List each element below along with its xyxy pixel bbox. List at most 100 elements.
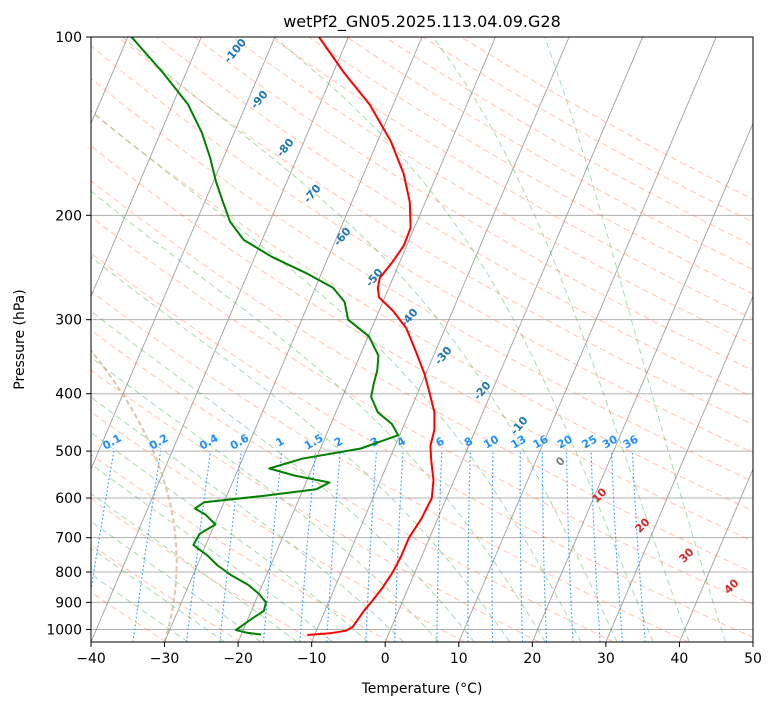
moist-adiabat-line bbox=[91, 256, 511, 642]
isotherm-gridlines bbox=[91, 37, 753, 642]
dry-adiabat-label: -60 bbox=[331, 225, 354, 249]
isotherm-line bbox=[679, 467, 753, 642]
x-tick-label: 0 bbox=[381, 651, 390, 667]
y-tick-label: 100 bbox=[55, 30, 82, 46]
mixing-ratio-line bbox=[186, 451, 212, 642]
moist-adiabat-line bbox=[91, 493, 298, 642]
dry-adiabat-line bbox=[91, 498, 316, 642]
isobar-gridlines bbox=[91, 37, 753, 630]
mixing-ratio-label: 36 bbox=[621, 432, 641, 451]
x-tick-label: 10 bbox=[450, 651, 468, 667]
dry-adiabat-line bbox=[91, 145, 753, 542]
dry-adiabat-line bbox=[307, 37, 753, 295]
mixing-ratio-label: 6 bbox=[434, 434, 447, 449]
chart-title: wetPf2_GN05.2025.113.04.09.G28 bbox=[283, 12, 561, 32]
y-tick-label: 1000 bbox=[46, 622, 82, 638]
mixing-ratio-line bbox=[394, 451, 404, 642]
y-tick-label: 200 bbox=[55, 208, 82, 224]
moist-adiabat-line bbox=[91, 431, 369, 642]
mixing-ratio-line bbox=[326, 451, 341, 642]
mixing-ratio-line bbox=[132, 451, 162, 642]
mixing-ratio-label: 0.2 bbox=[147, 432, 170, 453]
mixing-ratio-label: 13 bbox=[509, 433, 529, 452]
moist-adiabat-line bbox=[122, 37, 618, 642]
moist-adiabat-line bbox=[91, 110, 582, 642]
isotherm-line bbox=[752, 640, 753, 642]
mixing-ratio-label: 16 bbox=[531, 432, 551, 451]
y-tick-label: 900 bbox=[55, 595, 82, 611]
plot-area: -100-90-80-70-60-50-40-30-20-100.1 0.2 0.4… bbox=[91, 36, 753, 642]
x-tick-label: 40 bbox=[671, 651, 689, 667]
y-tick-label: 300 bbox=[55, 313, 82, 329]
mixing-ratio-label: 30 bbox=[600, 432, 620, 451]
x-tick-label: −20 bbox=[223, 651, 253, 667]
y-tick-label: 700 bbox=[55, 531, 82, 547]
x-tick-label: 30 bbox=[597, 651, 615, 667]
moist-adiabat-line bbox=[432, 37, 690, 642]
y-tick-label: 800 bbox=[55, 565, 82, 581]
isotherm-line bbox=[384, 37, 644, 642]
isotherm-line bbox=[91, 37, 276, 471]
mixing-ratio-lines bbox=[91, 451, 646, 642]
x-tick-label: −10 bbox=[297, 651, 327, 667]
moist-adiabat-line bbox=[91, 310, 475, 642]
dry-adiabat-label: -100 bbox=[221, 36, 249, 66]
y-axis: 100 200 300 400 500 600 700 800 900 1000 bbox=[46, 30, 91, 638]
mixing-ratio-label: 0.6 bbox=[228, 431, 252, 452]
mixing-ratio-label: 10 bbox=[481, 432, 501, 451]
y-tick-label: 500 bbox=[55, 444, 82, 460]
mixing-ratio-label: 2 bbox=[332, 435, 345, 450]
mixing-ratio-label: 1 bbox=[274, 435, 287, 450]
moist-adiabat-line bbox=[91, 190, 546, 642]
temperature-profile-line bbox=[307, 37, 436, 636]
x-axis-title: Temperature (°C) bbox=[361, 681, 483, 697]
x-tick-label: −30 bbox=[150, 651, 180, 667]
moist-adiabat-line bbox=[91, 463, 334, 642]
reference-arc bbox=[91, 349, 178, 642]
dry-adiabat-line bbox=[91, 179, 753, 574]
dry-adiabat-line bbox=[269, 37, 753, 320]
mixing-ratio-label: 0.1 bbox=[100, 432, 123, 453]
dry-adiabat-line bbox=[91, 290, 689, 642]
moist-adiabat-label: 0 bbox=[553, 454, 568, 469]
dry-adiabat-line bbox=[155, 37, 753, 398]
dry-adiabat-line bbox=[193, 37, 753, 372]
mixing-ratio-line bbox=[631, 451, 646, 642]
dry-adiabat-label: -30 bbox=[432, 344, 455, 368]
moist-adiabat-label: 30 bbox=[677, 545, 697, 565]
dry-adiabats bbox=[91, 37, 753, 642]
y-tick-label: 400 bbox=[55, 387, 82, 403]
dry-adiabat-label: -70 bbox=[301, 182, 324, 206]
mixing-ratio-line bbox=[467, 451, 471, 642]
isotherm-line bbox=[91, 37, 349, 642]
dry-adiabat-line bbox=[231, 37, 753, 345]
mixing-ratio-line bbox=[91, 451, 115, 594]
sounding-profiles bbox=[130, 37, 436, 636]
dry-adiabat-line bbox=[383, 37, 753, 247]
isotherm-line bbox=[237, 37, 496, 642]
reference-curve bbox=[91, 349, 178, 642]
moist-adiabat-line bbox=[273, 37, 654, 642]
mixing-ratio-line bbox=[299, 451, 317, 642]
mixing-ratio-line bbox=[590, 451, 601, 642]
moist-adiabat-label: 40 bbox=[722, 576, 742, 596]
isotherm-line bbox=[605, 295, 753, 642]
mixing-ratio-line bbox=[219, 451, 242, 642]
moist-adiabat-line bbox=[91, 396, 404, 642]
mixing-ratio-label: 25 bbox=[580, 433, 600, 452]
x-tick-label: −40 bbox=[76, 651, 106, 667]
moist-adiabats bbox=[91, 37, 727, 642]
moist-adiabat-line bbox=[91, 573, 189, 642]
mixing-ratio-line bbox=[519, 451, 524, 642]
dry-adiabat-line bbox=[91, 77, 753, 482]
dry-adiabat-label: -40 bbox=[398, 306, 421, 330]
moist-adiabat-line bbox=[91, 356, 440, 642]
dry-adiabat-line bbox=[91, 111, 753, 512]
y-axis-title: Pressure (hPa) bbox=[12, 289, 28, 389]
isotherm-line bbox=[458, 37, 717, 642]
dry-adiabat-label: -20 bbox=[471, 379, 494, 403]
x-tick-label: 20 bbox=[523, 651, 541, 667]
moist-adiabat-line bbox=[544, 37, 727, 642]
isotherm-line bbox=[164, 37, 423, 642]
